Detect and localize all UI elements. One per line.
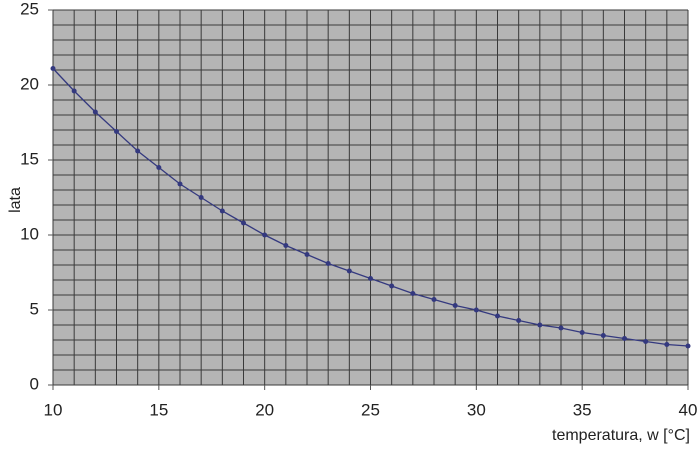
point [664, 342, 670, 347]
point [198, 195, 204, 200]
point [558, 325, 564, 331]
point [135, 148, 141, 154]
point [114, 129, 119, 134]
point [643, 339, 649, 344]
point [495, 313, 500, 319]
point [283, 243, 289, 248]
x-tick-label: 10 [44, 400, 63, 419]
point [516, 318, 522, 323]
point [473, 307, 479, 313]
x-tick-label: 35 [573, 400, 592, 419]
point [452, 303, 458, 308]
x-tick-label: 40 [679, 400, 698, 419]
point [537, 322, 543, 328]
point [346, 268, 352, 274]
point [325, 261, 331, 266]
y-tick-label: 15 [20, 149, 39, 168]
point [156, 165, 162, 170]
y-tick-label: 10 [20, 224, 39, 243]
point [50, 66, 56, 71]
point [241, 220, 246, 226]
point [389, 283, 395, 289]
y-axis-title: lata [7, 187, 24, 213]
point [219, 208, 225, 214]
point [262, 232, 268, 238]
y-tick-label: 0 [30, 374, 39, 393]
y-tick-label: 20 [20, 74, 39, 93]
point [368, 276, 373, 281]
point [622, 336, 627, 341]
point [431, 297, 437, 302]
x-tick-label: 15 [149, 400, 168, 419]
point [71, 88, 77, 94]
point [92, 109, 98, 115]
x-tick-label: 25 [361, 400, 380, 419]
x-tick-label: 20 [255, 400, 274, 419]
y-tick-label: 25 [20, 0, 39, 18]
x-axis-title: temperatura, w [°C] [552, 427, 690, 444]
point [304, 252, 310, 257]
point [177, 181, 183, 187]
point [579, 330, 585, 335]
point [600, 333, 606, 338]
point [410, 291, 416, 296]
point [685, 343, 691, 349]
y-tick-label: 5 [30, 299, 39, 318]
x-tick-label: 30 [467, 400, 486, 419]
